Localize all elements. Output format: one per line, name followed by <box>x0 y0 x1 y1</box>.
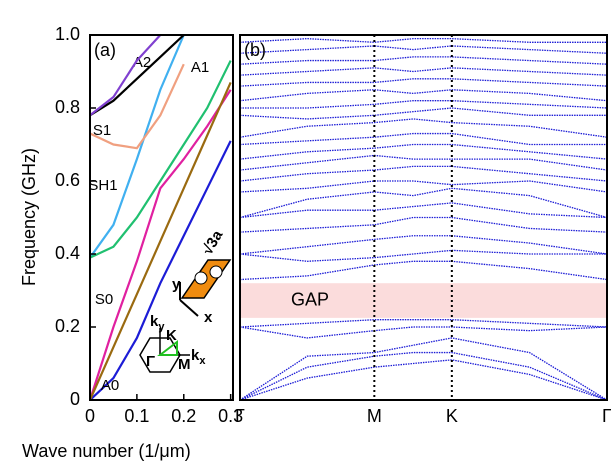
panel-label: (a) <box>94 40 116 60</box>
x-tick-label: 0.1 <box>124 406 149 426</box>
band-line <box>240 260 607 281</box>
gap-band <box>240 283 607 318</box>
band-line <box>240 67 607 76</box>
panel: A0 S0 SH0 SH1 A1 S1 A2 SH2 0 0.1 0.2 0.3 0 0.2 0.4 0.6 0… <box>55 9 243 426</box>
y-tick-label: 0.8 <box>55 97 80 117</box>
plot-area: A0 S0 SH0 SH1 A1 S1 A2 SH2 <box>88 9 242 400</box>
inset-label: x <box>204 309 213 326</box>
y-tick-label: 0 <box>70 389 80 409</box>
band-line <box>240 337 607 400</box>
curve-label: S1 <box>93 122 111 139</box>
dispersion-curve <box>90 82 232 400</box>
axis-arrow <box>179 299 199 317</box>
hole <box>194 271 208 285</box>
inset-label: √3a <box>199 227 227 258</box>
x-tick-label: K <box>446 406 458 426</box>
inset-label: y <box>172 276 181 293</box>
x-tick-label: 0.3 <box>218 406 243 426</box>
k: k <box>150 313 159 330</box>
x-tick-label: 0 <box>85 406 95 426</box>
inset-label: Γ <box>146 353 155 370</box>
curve-label: S0 <box>95 291 113 308</box>
band-line <box>240 249 607 262</box>
band-line <box>240 100 607 109</box>
k: k <box>191 347 200 364</box>
band-line <box>240 45 607 54</box>
panel: GAP Γ M K Γ (b) <box>235 34 611 426</box>
band-line <box>240 165 607 182</box>
band-line <box>240 89 607 102</box>
dispersion-curve <box>90 60 232 259</box>
band-line <box>240 216 607 233</box>
k-sub: y <box>158 321 165 333</box>
irreducible-zone <box>157 339 178 356</box>
x-tick-label: 0.2 <box>171 406 196 426</box>
curve-label: SH1 <box>88 177 117 194</box>
band-line <box>240 56 607 65</box>
band-line <box>240 351 607 400</box>
band-line <box>240 78 607 87</box>
band-line <box>240 118 607 138</box>
gap-label: GAP <box>291 289 329 309</box>
y-tick-label: 0.4 <box>55 243 80 263</box>
y-tick-label: 0.6 <box>55 170 80 190</box>
band-line <box>240 143 607 160</box>
y-axis-title: Frequency (GHz) <box>19 148 39 286</box>
x-axis-title: Wave number (1/μm) <box>22 441 191 461</box>
dispersion-curve <box>90 35 185 117</box>
band-line <box>240 107 607 120</box>
x-tick-label: Γ <box>235 406 245 426</box>
k-sub: x <box>199 355 206 367</box>
inset-label: M <box>178 356 191 373</box>
curve-label: SH2 <box>105 9 134 26</box>
band-line <box>240 180 607 193</box>
band-line <box>240 326 607 339</box>
y-tick-label: 1.0 <box>55 24 80 44</box>
plot-area <box>240 37 607 400</box>
inset-label: kx <box>191 347 206 367</box>
dispersion-curve <box>90 140 232 400</box>
dispersion-curve <box>90 35 162 117</box>
x-tick-label: M <box>367 406 382 426</box>
panel-label: (b) <box>244 40 266 60</box>
band-line <box>240 235 607 255</box>
band-line <box>240 187 607 219</box>
dispersion-curve <box>90 89 232 400</box>
band-line <box>240 359 607 400</box>
band-line <box>240 154 607 171</box>
inset-label: ky <box>150 313 165 333</box>
band-line <box>240 202 607 219</box>
band-line <box>240 132 607 146</box>
y-tick-label: 0.2 <box>55 316 80 336</box>
curve-label: A1 <box>191 59 209 76</box>
band-line <box>240 37 607 43</box>
dispersion-curve <box>90 35 185 259</box>
plots: A0 S0 SH0 SH1 A1 S1 A2 SH2 0 0.1 0.2 0.3 0 0.2 0.4 0.6 0… <box>55 9 611 426</box>
hole <box>209 265 223 279</box>
brillouin-inset: ky kx K M Γ <box>139 313 206 373</box>
axes-frame <box>89 34 234 401</box>
dispersion-curve <box>90 63 185 150</box>
curve-label: A2 <box>133 54 151 71</box>
x-tick-label: Γ <box>602 406 611 426</box>
curve-label: SH0 <box>213 9 242 26</box>
curve-label: A0 <box>101 377 119 394</box>
band-line <box>240 319 607 328</box>
inset-label: K <box>166 327 177 344</box>
axes-frame <box>239 34 608 401</box>
